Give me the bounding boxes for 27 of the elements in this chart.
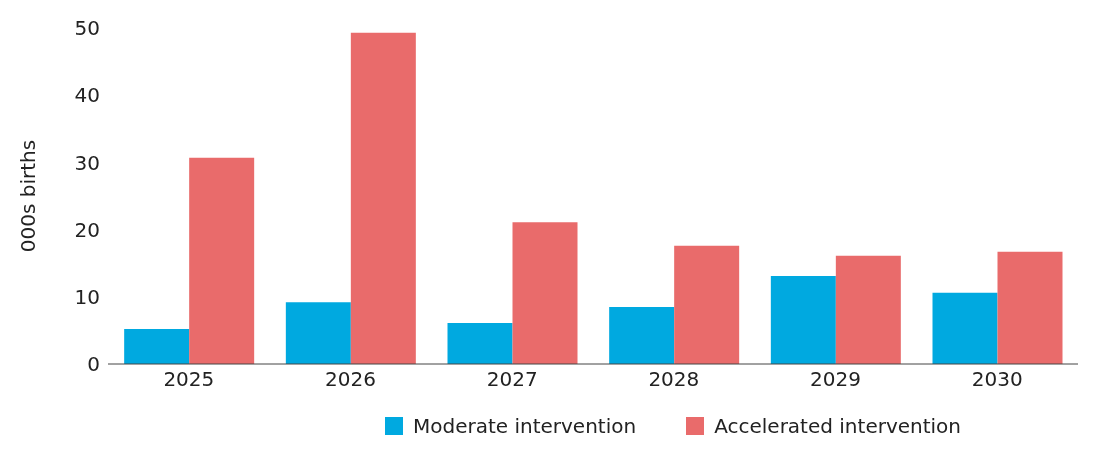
bar <box>512 222 578 364</box>
bar <box>124 329 190 364</box>
bar <box>997 251 1063 364</box>
bar <box>835 255 901 364</box>
y-axis-title: 000s births <box>16 139 41 253</box>
x-tick-label: 2026 <box>325 367 376 392</box>
x-tick-label: 2025 <box>163 367 215 392</box>
bar <box>770 275 836 364</box>
legend-label: Accelerated intervention <box>714 414 962 438</box>
y-tick-label: 0 <box>87 352 100 377</box>
bar <box>189 157 255 364</box>
bar <box>285 302 351 364</box>
bar <box>350 32 416 364</box>
bar <box>932 292 998 364</box>
y-tick-label: 10 <box>74 284 100 309</box>
bar <box>447 323 513 364</box>
x-tick-label: 2027 <box>486 367 538 392</box>
y-tick-label: 50 <box>74 16 100 41</box>
bar <box>674 245 740 364</box>
y-tick-label: 20 <box>74 217 100 242</box>
y-tick-label: 30 <box>74 150 100 175</box>
legend-label: Moderate intervention <box>412 414 637 438</box>
x-tick-label: 2029 <box>810 367 861 392</box>
bar <box>609 306 675 364</box>
y-tick-label: 40 <box>74 83 100 108</box>
x-tick-label: 2028 <box>648 367 700 392</box>
x-tick-label: 2030 <box>971 367 1023 392</box>
